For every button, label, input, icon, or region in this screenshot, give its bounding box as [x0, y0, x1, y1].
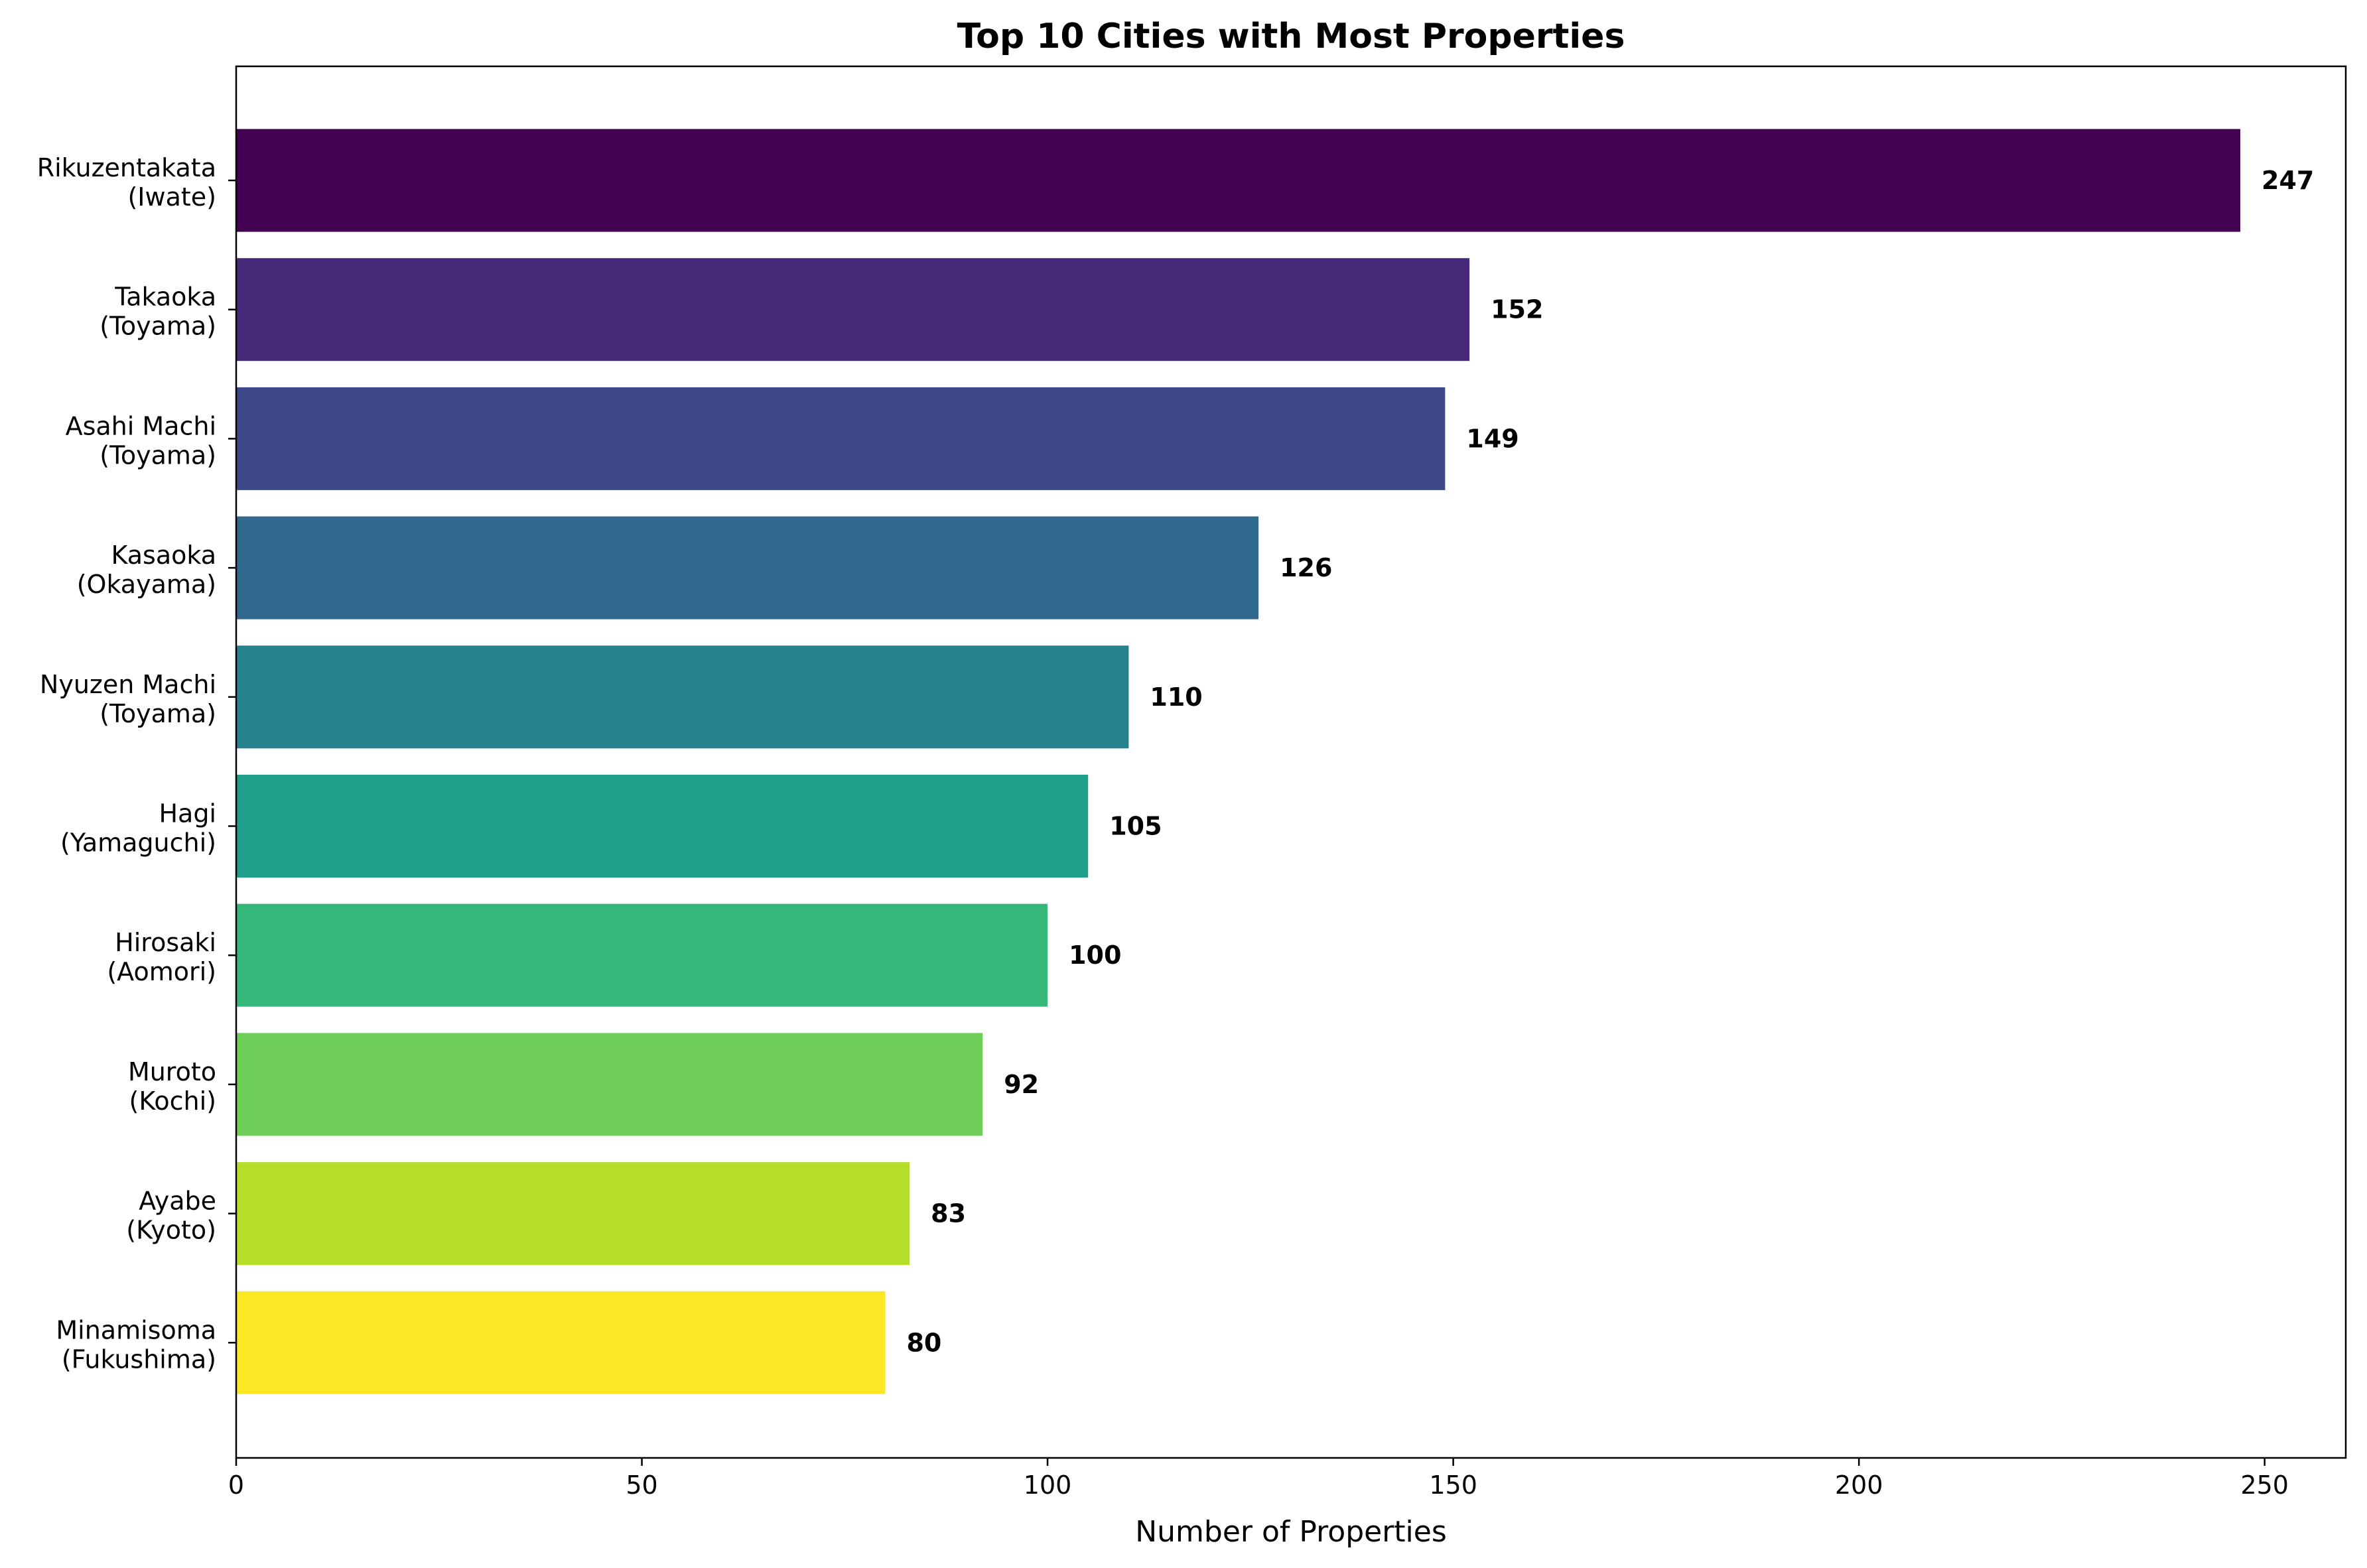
x-tick-label: 50 [626, 1470, 657, 1500]
bar-value-label: 83 [931, 1199, 966, 1228]
x-tick-label: 100 [1024, 1470, 1072, 1500]
bar [236, 516, 1259, 620]
bar-value-label: 92 [1004, 1070, 1039, 1099]
y-tick-label-prefecture: (Toyama) [100, 440, 216, 470]
x-tick-label: 0 [228, 1470, 244, 1500]
bar [236, 387, 1446, 490]
y-tick-label-prefecture: (Aomori) [107, 957, 216, 986]
x-tick-label: 250 [2240, 1470, 2289, 1500]
y-tick-label-prefecture: (Fukushima) [62, 1344, 216, 1374]
y-tick-label-prefecture: (Toyama) [100, 699, 216, 728]
y-tick-label-city: Ayabe [139, 1187, 216, 1216]
bar-value-label: 80 [906, 1328, 941, 1357]
ticks-layer [228, 179, 2266, 1466]
x-axis-label: Number of Properties [1135, 1515, 1447, 1549]
y-tick-label-prefecture: (Kyoto) [126, 1216, 216, 1245]
y-tick-label-prefecture: (Kochi) [129, 1086, 216, 1116]
bar [236, 1033, 983, 1136]
y-tick-label-city: Minamisoma [56, 1315, 216, 1344]
y-tick-label-city: Asahi Machi [66, 411, 216, 440]
y-tick-label-city: Hagi [159, 799, 216, 828]
y-tick-label-city: Rikuzentakata [37, 153, 216, 182]
bar [236, 129, 2240, 232]
bar-value-label: 152 [1491, 295, 1543, 324]
y-tick-label-city: Kasaoka [111, 541, 217, 570]
bars-layer [236, 129, 2240, 1394]
labels-layer: 247Rikuzentakata(Iwate)152Takaoka(Toyama… [37, 153, 2315, 1500]
chart-title: Top 10 Cities with Most Properties [957, 17, 1625, 56]
bar [236, 1162, 910, 1266]
bar [236, 645, 1129, 749]
bar [236, 258, 1470, 361]
bar [236, 775, 1089, 878]
y-tick-label-prefecture: (Yamaguchi) [60, 828, 216, 858]
bar-value-label: 126 [1280, 553, 1332, 582]
y-tick-label-prefecture: (Iwate) [127, 182, 216, 212]
bar-value-label: 100 [1069, 941, 1121, 970]
x-tick-label: 200 [1835, 1470, 1883, 1500]
y-tick-label-prefecture: (Toyama) [100, 312, 216, 341]
x-tick-label: 150 [1429, 1470, 1477, 1500]
y-tick-label-city: Muroto [128, 1057, 216, 1086]
y-tick-label-city: Hirosaki [115, 928, 216, 957]
y-tick-label-city: Takaoka [114, 283, 216, 312]
y-tick-label-city: Nyuzen Machi [40, 670, 216, 699]
bar-value-label: 149 [1466, 424, 1519, 453]
bar [236, 903, 1048, 1007]
bar [236, 1291, 886, 1394]
y-tick-label-prefecture: (Okayama) [77, 570, 216, 599]
bar-value-label: 247 [2262, 166, 2314, 195]
bar-value-label: 105 [1109, 812, 1162, 841]
plot-frame [235, 65, 2347, 1459]
bar-value-label: 110 [1150, 683, 1202, 712]
